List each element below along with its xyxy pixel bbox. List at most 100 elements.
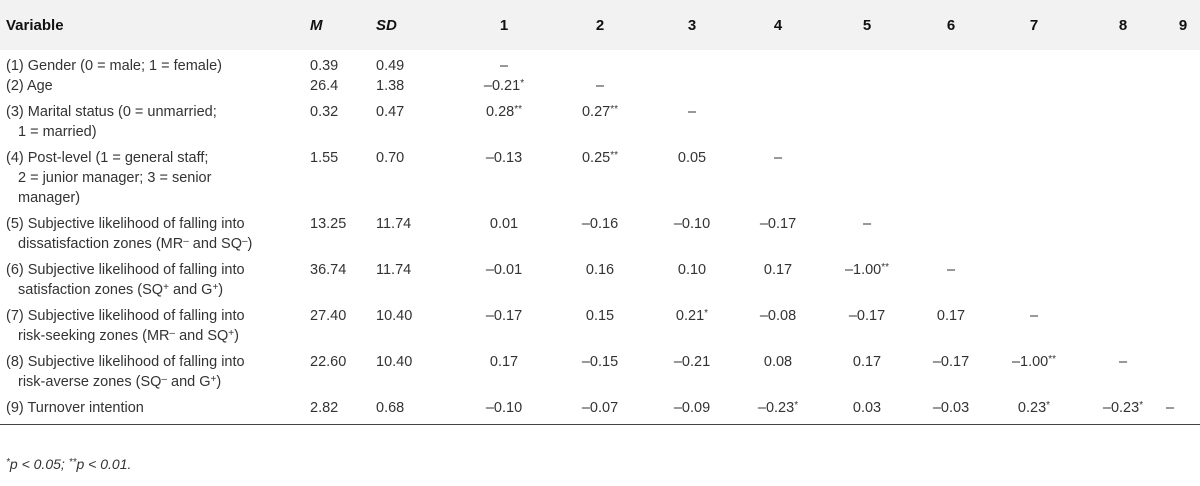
header-col-7: 7 bbox=[1029, 16, 1039, 34]
correlation-cell bbox=[1166, 148, 1200, 214]
mean-cell: 22.60 bbox=[310, 354, 347, 370]
correlation-table: Variable M SD 1 2 3 4 5 6 7 8 9 (1) Gend… bbox=[0, 16, 1200, 425]
variable-cell: (3) Marital status (0 = unmarried; 1 = ma… bbox=[0, 102, 310, 148]
variable-label-line: satisfaction zones (SQ+ and G+) bbox=[18, 282, 224, 298]
correlation-cell bbox=[988, 214, 1080, 260]
correlation-cell bbox=[1166, 50, 1200, 76]
correlation-cell bbox=[736, 102, 820, 148]
correlation-cell: 0.17 bbox=[489, 354, 519, 370]
mean-cell: 0.32 bbox=[310, 104, 339, 120]
variable-cell: (1) Gender (0 = male; 1 = female) bbox=[0, 50, 310, 76]
correlation-cell bbox=[1166, 102, 1200, 148]
correlation-cell bbox=[1166, 76, 1200, 102]
header-mean: M bbox=[310, 16, 323, 34]
header-col-2: 2 bbox=[595, 16, 605, 34]
table-body: (1) Gender (0 = male; 1 = female) 0.39 0.4… bbox=[0, 50, 1200, 425]
correlation-cell bbox=[820, 102, 914, 148]
sd-cell: 0.68 bbox=[376, 398, 456, 425]
table-row: (3) Marital status (0 = unmarried; 1 = ma… bbox=[0, 102, 1200, 148]
mean-cell: 13.25 bbox=[310, 216, 347, 232]
variable-label-line: (7) Subjective likelihood of falling int… bbox=[6, 308, 245, 324]
correlation-cell bbox=[988, 102, 1080, 148]
variable-label-line: (2) Age bbox=[6, 78, 53, 94]
correlation-cell: 0.27** bbox=[581, 104, 619, 120]
table-row: (2) Age 26.4 1.38 –0.21* – bbox=[0, 76, 1200, 102]
correlation-cell bbox=[1080, 76, 1166, 102]
correlation-cell: –0.08 bbox=[759, 308, 797, 324]
correlation-cell bbox=[914, 76, 988, 102]
correlation-cell: –0.01 bbox=[485, 262, 523, 278]
correlation-cell: – bbox=[687, 104, 697, 120]
footnote: *p < 0.05; **p < 0.01. bbox=[6, 456, 132, 472]
correlation-cell: –0.23* bbox=[1080, 398, 1166, 425]
correlation-cell bbox=[1166, 306, 1200, 352]
correlation-cell: –0.21 bbox=[673, 354, 711, 370]
correlation-cell: –0.13 bbox=[485, 150, 523, 166]
variable-label-line: manager) bbox=[18, 190, 81, 206]
correlation-cell: 0.05 bbox=[677, 150, 707, 166]
variable-label-line: (4) Post-level (1 = general staff; bbox=[6, 150, 209, 166]
variable-label-line: (6) Subjective likelihood of falling int… bbox=[6, 262, 245, 278]
correlation-cell: 0.23* bbox=[988, 398, 1080, 425]
correlation-cell: –1.00** bbox=[844, 262, 890, 278]
correlation-cell: – bbox=[595, 78, 605, 94]
sd-cell: 10.40 bbox=[376, 354, 413, 370]
correlation-cell bbox=[820, 148, 914, 214]
header-sd: SD bbox=[376, 16, 397, 34]
correlation-cell bbox=[988, 76, 1080, 102]
variable-label-line: 1 = married) bbox=[18, 124, 97, 140]
sd-cell: 0.70 bbox=[376, 150, 405, 166]
correlation-cell bbox=[914, 214, 988, 260]
correlation-cell: –0.17 bbox=[485, 308, 523, 324]
correlation-cell bbox=[736, 76, 820, 102]
variable-label-line: (5) Subjective likelihood of falling int… bbox=[6, 216, 245, 232]
correlation-cell bbox=[914, 148, 988, 214]
correlation-cell: 0.16 bbox=[585, 262, 615, 278]
table-row: (1) Gender (0 = male; 1 = female) 0.39 0.4… bbox=[0, 50, 1200, 76]
correlation-cell bbox=[1080, 306, 1166, 352]
variable-label-line: 2 = junior manager; 3 = senior bbox=[18, 170, 212, 186]
variable-cell: (9) Turnover intention bbox=[0, 398, 310, 425]
correlation-cell: –1.00** bbox=[1011, 354, 1057, 370]
correlation-cell: –0.07 bbox=[552, 398, 648, 425]
table-row: (5) Subjective likelihood of falling int… bbox=[0, 214, 1200, 260]
variable-cell: (7) Subjective likelihood of falling int… bbox=[0, 306, 310, 352]
correlation-cell: 0.08 bbox=[763, 354, 793, 370]
correlation-cell: – bbox=[773, 150, 783, 166]
correlation-cell bbox=[988, 260, 1080, 306]
table-row: (6) Subjective likelihood of falling int… bbox=[0, 260, 1200, 306]
mean-cell: 26.4 bbox=[310, 78, 339, 94]
header-band bbox=[0, 0, 1200, 50]
correlation-cell: 0.03 bbox=[820, 398, 914, 425]
sd-cell: 11.74 bbox=[376, 216, 412, 232]
correlation-cell: –0.15 bbox=[581, 354, 619, 370]
correlation-cell bbox=[552, 50, 648, 76]
correlation-cell bbox=[736, 50, 820, 76]
variable-label-line: (3) Marital status (0 = unmarried; bbox=[6, 104, 217, 120]
correlation-cell: – bbox=[862, 216, 872, 232]
correlation-cell: 0.17 bbox=[763, 262, 793, 278]
correlation-cell: 0.25** bbox=[581, 150, 619, 166]
correlation-cell: 0.28** bbox=[485, 104, 523, 120]
correlation-cell: – bbox=[1029, 308, 1039, 324]
correlation-cell: –0.17 bbox=[932, 354, 970, 370]
correlation-cell bbox=[648, 76, 736, 102]
mean-cell: 36.74 bbox=[310, 262, 347, 278]
correlation-cell bbox=[1080, 148, 1166, 214]
variable-label-line: dissatisfaction zones (MR– and SQ–) bbox=[18, 236, 253, 252]
sd-cell: 10.40 bbox=[376, 308, 413, 324]
correlation-cell: –0.17 bbox=[759, 216, 797, 232]
table-row: (7) Subjective likelihood of falling int… bbox=[0, 306, 1200, 352]
correlation-cell: –0.10 bbox=[456, 398, 552, 425]
variable-label-line: (9) Turnover intention bbox=[6, 400, 144, 416]
correlation-cell bbox=[988, 50, 1080, 76]
variable-cell: (5) Subjective likelihood of falling int… bbox=[0, 214, 310, 260]
correlation-cell bbox=[1080, 50, 1166, 76]
sd-cell: 0.47 bbox=[376, 104, 405, 120]
correlation-cell bbox=[1080, 214, 1166, 260]
correlation-cell bbox=[1166, 214, 1200, 260]
variable-cell: (6) Subjective likelihood of falling int… bbox=[0, 260, 310, 306]
correlation-cell bbox=[820, 76, 914, 102]
correlation-cell: 0.17 bbox=[936, 308, 966, 324]
correlation-cell bbox=[1166, 260, 1200, 306]
